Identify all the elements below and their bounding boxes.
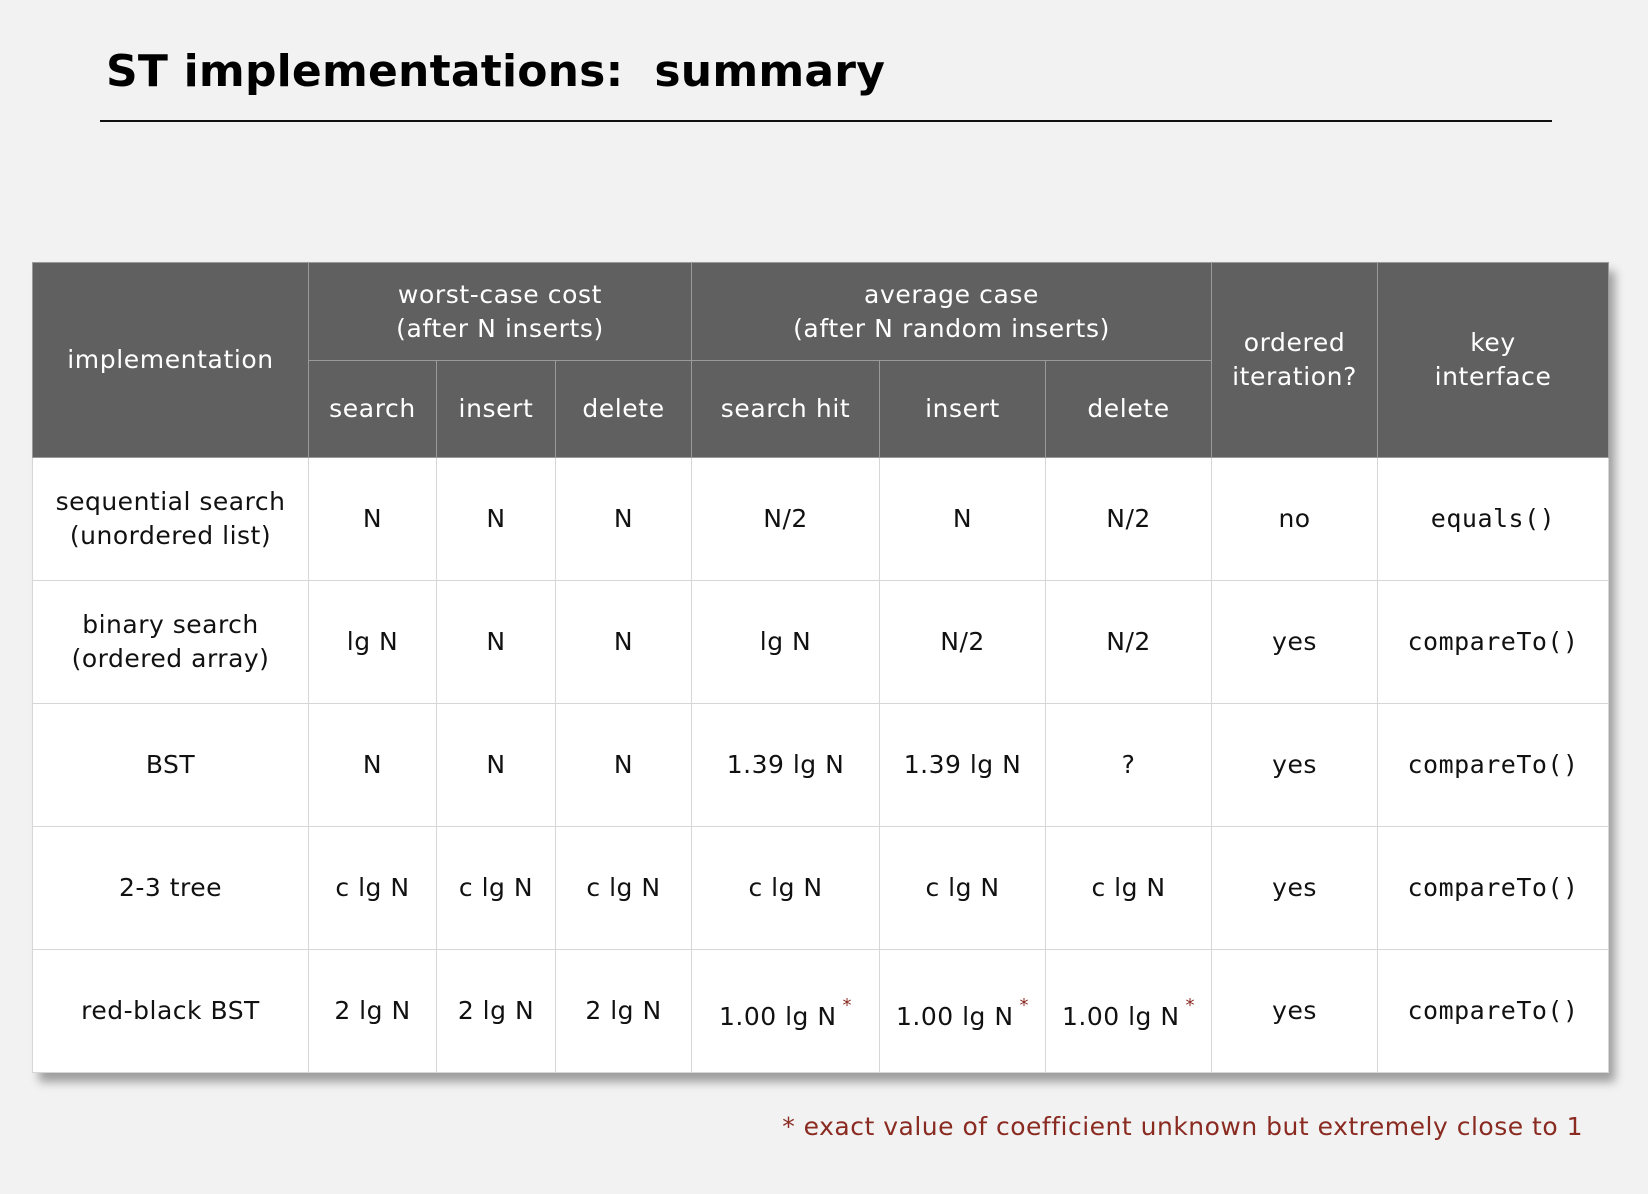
cell-implementation: sequential search (unordered list) — [32, 457, 309, 581]
footnote: * exact value of coefficient unknown but… — [782, 1112, 1583, 1141]
cell-worst-search: 2 lg N — [308, 949, 437, 1073]
cell-worst-insert: c lg N — [436, 826, 556, 950]
cell-avg-insert: N/2 — [879, 580, 1047, 704]
table-row: sequential search (unordered list) N N N N/2… — [32, 457, 1610, 581]
table-header: implementation worst-case cost (after N … — [32, 262, 1610, 458]
header-avg-search-hit: search hit — [691, 360, 881, 458]
cell-value: 1.39 lg N — [726, 750, 845, 779]
cell-worst-search: c lg N — [308, 826, 437, 950]
cell-value: ? — [1121, 750, 1136, 779]
cell-avg-delete: ? — [1045, 703, 1213, 827]
cell-implementation: red-black BST — [32, 949, 309, 1073]
cell-implementation: BST — [32, 703, 309, 827]
footnote-marker: * — [1185, 994, 1196, 1016]
page-title: ST implementations: summary — [106, 46, 886, 97]
cell-key-interface: compareTo() — [1377, 949, 1610, 1073]
cell-ordered-iteration: yes — [1211, 826, 1379, 950]
cell-key-interface: compareTo() — [1377, 703, 1610, 827]
cell-value: N/2 — [940, 627, 985, 656]
cell-avg-insert: N — [879, 457, 1047, 581]
summary-table-container: implementation worst-case cost (after N … — [32, 262, 1610, 1073]
cell-avg-search-hit: lg N — [691, 580, 881, 704]
cell-implementation: binary search (ordered array) — [32, 580, 309, 704]
cell-value: lg N — [759, 627, 812, 656]
table-row: BST N N N 1.39 lg N 1.39 lg N? yes compareTo() — [32, 703, 1610, 827]
header-avg-insert: insert — [879, 360, 1047, 458]
cell-worst-search: N — [308, 457, 437, 581]
cell-key-interface: compareTo() — [1377, 580, 1610, 704]
cell-avg-search-hit: 1.00 lg N * — [691, 949, 881, 1073]
cell-worst-insert: N — [436, 703, 556, 827]
title-divider — [100, 120, 1552, 122]
footnote-marker: * — [842, 994, 853, 1016]
cell-avg-search-hit: 1.39 lg N — [691, 703, 881, 827]
table-body: sequential search (unordered list) N N N N/2… — [32, 457, 1610, 1073]
cell-worst-insert: N — [436, 457, 556, 581]
cell-avg-delete: N/2 — [1045, 580, 1213, 704]
cell-ordered-iteration: no — [1211, 457, 1379, 581]
cell-value: N/2 — [1106, 504, 1151, 533]
cell-value: 1.39 lg N — [903, 750, 1022, 779]
cell-avg-delete: 1.00 lg N * — [1045, 949, 1213, 1073]
cell-worst-search: N — [308, 703, 437, 827]
header-key-interface: key interface — [1377, 262, 1610, 458]
header-average-case: average case (after N random inserts) — [691, 262, 1213, 361]
header-ordered-iteration: ordered iteration? — [1211, 262, 1379, 458]
cell-ordered-iteration: yes — [1211, 580, 1379, 704]
cell-value: 1.00 lg N — [895, 1001, 1014, 1031]
cell-avg-delete: N/2 — [1045, 457, 1213, 581]
cell-avg-insert: 1.39 lg N — [879, 703, 1047, 827]
cell-avg-insert: c lg N — [879, 826, 1047, 950]
cell-worst-search: lg N — [308, 580, 437, 704]
cell-avg-insert: 1.00 lg N * — [879, 949, 1047, 1073]
footnote-marker: * — [1019, 994, 1030, 1016]
header-avg-delete: delete — [1045, 360, 1213, 458]
cell-worst-insert: 2 lg N — [436, 949, 556, 1073]
cell-value: c lg N — [748, 873, 823, 902]
cell-key-interface: equals() — [1377, 457, 1610, 581]
cell-avg-search-hit: c lg N — [691, 826, 881, 950]
header-worst-insert: insert — [436, 360, 556, 458]
cell-worst-delete: N — [554, 703, 693, 827]
cell-avg-delete: c lg N — [1045, 826, 1213, 950]
cell-ordered-iteration: yes — [1211, 949, 1379, 1073]
cell-value: c lg N — [925, 873, 1000, 902]
header-row-top: implementation worst-case cost (after N … — [32, 262, 1610, 458]
header-worst-case: worst-case cost (after N inserts) — [307, 262, 693, 361]
cell-value: N/2 — [763, 504, 808, 533]
cell-worst-insert: N — [436, 580, 556, 704]
cell-value: c lg N — [1091, 873, 1166, 902]
cell-worst-delete: N — [554, 457, 693, 581]
cell-key-interface: compareTo() — [1377, 826, 1610, 950]
cell-implementation: 2-3 tree — [32, 826, 309, 950]
cell-ordered-iteration: yes — [1211, 703, 1379, 827]
header-row-bottom: search insert delete search hit insert d… — [33, 360, 1609, 458]
cell-value: 1.00 lg N — [718, 1001, 837, 1031]
cell-worst-delete: N — [554, 580, 693, 704]
summary-table: implementation worst-case cost (after N … — [32, 262, 1610, 1073]
cell-value: N/2 — [1106, 627, 1151, 656]
cell-worst-delete: 2 lg N — [554, 949, 693, 1073]
cell-avg-search-hit: N/2 — [691, 457, 881, 581]
cell-worst-delete: c lg N — [554, 826, 693, 950]
cell-value: 1.00 lg N — [1061, 1001, 1180, 1031]
header-worst-delete: delete — [554, 360, 693, 458]
header-implementation: implementation — [32, 262, 309, 458]
cell-value: N — [952, 504, 973, 533]
header-worst-search: search — [308, 360, 437, 458]
